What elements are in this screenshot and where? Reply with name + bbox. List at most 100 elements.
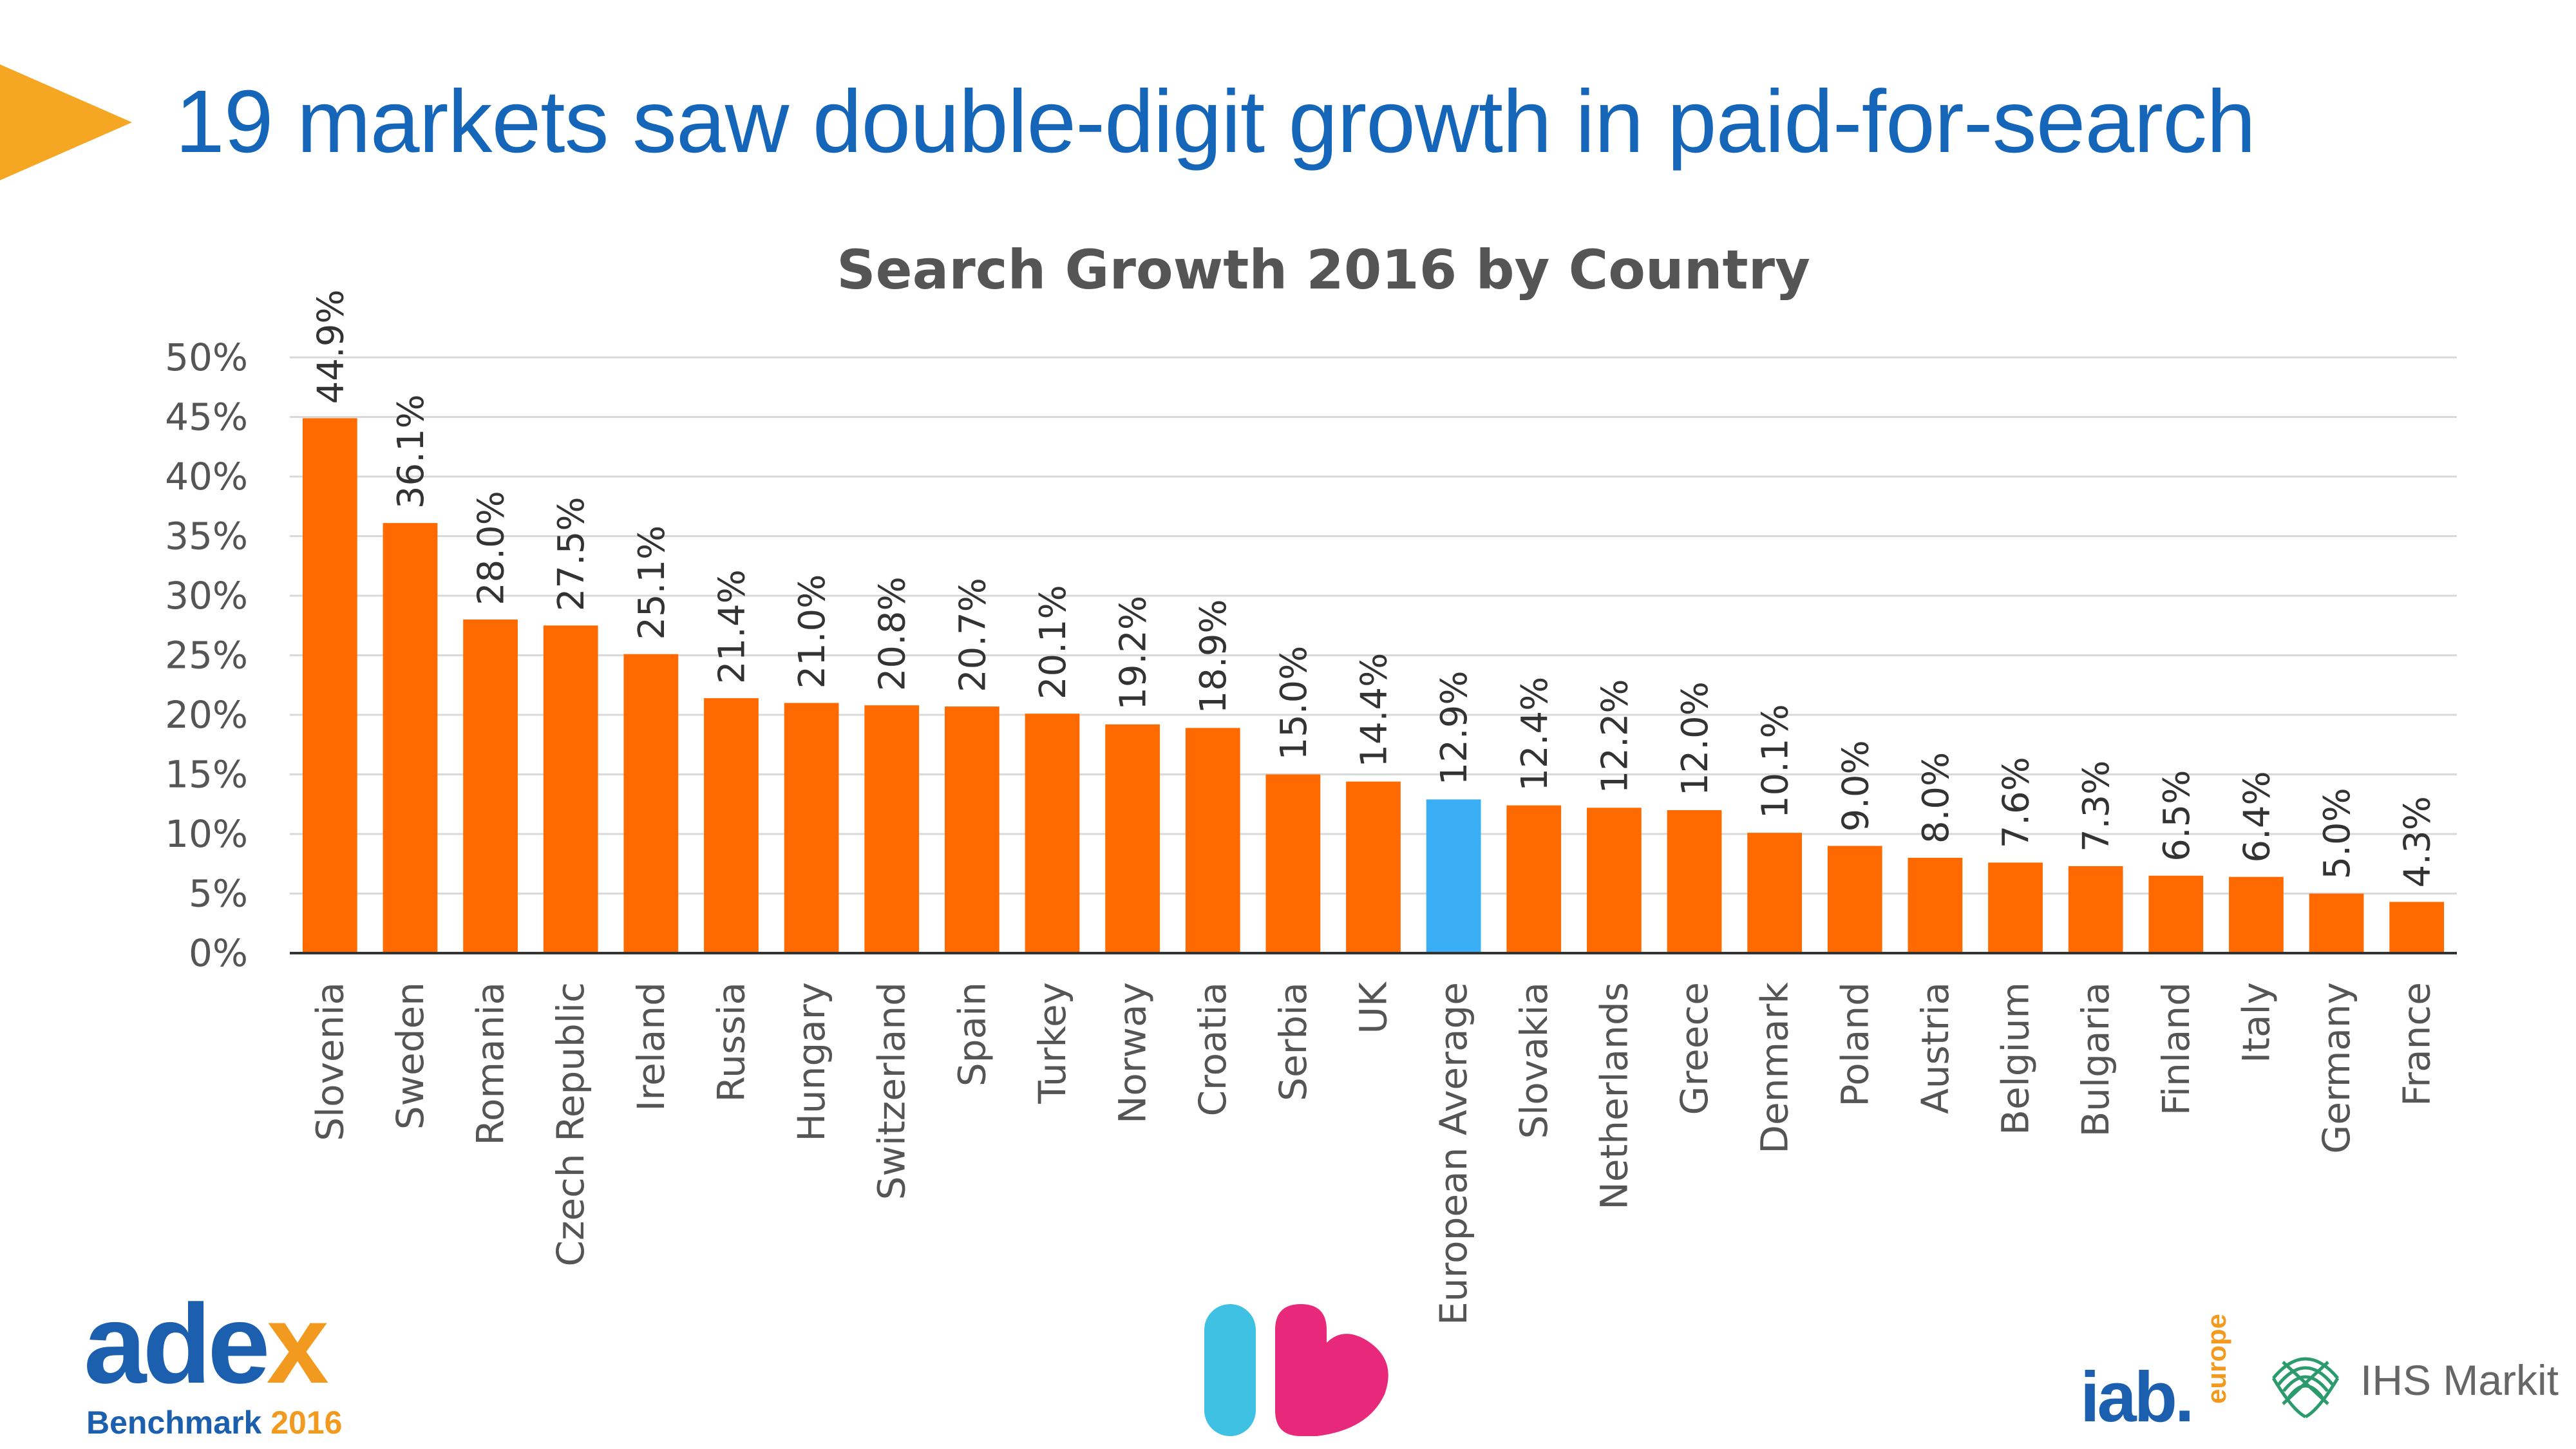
bar-germany — [2309, 893, 2364, 953]
data-label: 12.0% — [1674, 681, 1716, 796]
x-tick-label: Croatia — [1191, 982, 1235, 1117]
x-tick-label: Slovakia — [1512, 982, 1556, 1139]
data-label: 10.1% — [1755, 704, 1797, 819]
bar-bulgaria — [2068, 866, 2123, 953]
y-axis-ticks: 0% 5% 10% 15% 20% 25% 30% 35% 40% 45% 50% — [165, 336, 248, 975]
x-tick-label: Ireland — [629, 982, 673, 1112]
data-label: 21.0% — [791, 574, 833, 689]
x-tick-label: Switzerland — [870, 982, 914, 1200]
bar-romania — [463, 620, 518, 953]
data-label: 36.1% — [390, 394, 432, 509]
x-tick-label: Hungary — [790, 982, 833, 1142]
bar-hungary — [784, 703, 839, 953]
bar-finland — [2148, 875, 2204, 953]
x-tick-label: Bulgaria — [2074, 982, 2117, 1137]
data-label: 44.9% — [310, 289, 352, 404]
y-tick-label: 40% — [165, 455, 248, 498]
bars — [302, 418, 2445, 953]
adex-logo-sub: Benchmark — [86, 1405, 262, 1441]
x-tick-label: UK — [1352, 981, 1396, 1034]
data-label: 12.2% — [1594, 679, 1636, 793]
y-tick-label: 35% — [165, 515, 248, 558]
bar-european-average — [1426, 799, 1481, 953]
x-tick-label: France — [2395, 982, 2439, 1106]
ihs-globe-icon — [2271, 1357, 2340, 1419]
data-label: 7.6% — [1996, 757, 2038, 848]
bar-italy — [2229, 876, 2284, 953]
bar-greece — [1667, 810, 1722, 953]
data-label: 5.0% — [2316, 788, 2358, 879]
bar-czech-republic — [543, 625, 598, 953]
bar-ireland — [623, 654, 679, 953]
adex-logo-year: 2016 — [270, 1405, 343, 1441]
x-tick-label: Netherlands — [1592, 982, 1636, 1210]
data-label: 8.0% — [1915, 752, 1957, 844]
x-tick-label: Sweden — [388, 982, 432, 1130]
ihs-markit-logo: IHS Markit — [2260, 1327, 2559, 1430]
x-tick-label: Serbia — [1271, 982, 1315, 1101]
bar-austria — [1908, 858, 1963, 953]
iab-logo-region: europe — [2201, 1313, 2231, 1404]
x-tick-label: Russia — [709, 982, 753, 1103]
y-tick-label: 15% — [165, 753, 248, 797]
x-tick-label: Czech Republic — [549, 982, 592, 1267]
orange-arrow-icon — [0, 64, 132, 180]
y-tick-label: 50% — [165, 336, 248, 379]
y-tick-label: 0% — [189, 931, 248, 975]
bar-spain — [944, 706, 999, 953]
data-label: 27.5% — [551, 497, 592, 611]
data-labels: 44.9% 36.1% 28.0% 27.5% 25.1% 21.4% 21.0% 20.8%… — [310, 289, 2438, 887]
y-tick-label: 10% — [165, 812, 248, 856]
data-label: 19.2% — [1113, 596, 1155, 710]
data-label: 15.0% — [1273, 646, 1315, 761]
x-tick-label: Austria — [1913, 982, 1957, 1114]
chart-title: Search Growth 2016 by Country — [837, 238, 1810, 301]
x-tick-label: Spain — [950, 982, 994, 1086]
x-tick-label: Denmark — [1753, 982, 1797, 1154]
bar-norway — [1105, 724, 1160, 953]
iab-europe-logo: iab. europe — [2080, 1301, 2231, 1437]
x-tick-label: Germany — [2315, 982, 2358, 1154]
adex-logo-word: ade — [84, 1282, 270, 1407]
y-tick-label: 45% — [165, 395, 248, 439]
data-label: 12.4% — [1514, 677, 1556, 791]
bar-serbia — [1265, 774, 1321, 953]
data-label: 9.0% — [1835, 740, 1877, 831]
data-label: 21.4% — [711, 569, 753, 684]
bar-slovakia — [1506, 805, 1562, 953]
bar-belgium — [1988, 862, 2043, 953]
bar-uk — [1346, 781, 1401, 953]
data-label: 20.7% — [952, 578, 994, 692]
adex-benchmark-logo: adex Benchmark 2016 — [84, 1288, 354, 1443]
bar-poland — [1827, 846, 1882, 953]
ihs-logo-word: IHS Markit — [2360, 1356, 2559, 1404]
x-tick-label: Slovenia — [308, 982, 352, 1141]
data-label: 12.9% — [1434, 670, 1475, 785]
bar-switzerland — [864, 705, 920, 953]
data-label: 20.1% — [1032, 585, 1074, 699]
adex-logo-x: x — [266, 1282, 329, 1407]
data-label: 7.3% — [2076, 761, 2117, 852]
bar-russia — [704, 698, 759, 953]
data-label: 20.8% — [872, 576, 914, 691]
data-label: 18.9% — [1193, 599, 1235, 714]
data-label: 14.4% — [1354, 653, 1396, 768]
x-tick-label: Romania — [469, 982, 513, 1146]
data-label: 6.4% — [2236, 771, 2278, 862]
data-label: 28.0% — [471, 491, 513, 605]
iab-logo-word: iab. — [2080, 1358, 2194, 1437]
x-tick-label: Finland — [2154, 982, 2198, 1115]
x-tick-label: Poland — [1833, 982, 1877, 1107]
slide-title: 19 markets saw double-digit growth in pa… — [175, 72, 2256, 171]
y-tick-label: 25% — [165, 634, 248, 677]
bar-netherlands — [1587, 808, 1642, 953]
bar-croatia — [1185, 728, 1240, 953]
y-tick-label: 20% — [165, 693, 248, 737]
bar-slovenia — [302, 418, 357, 953]
ib-logo-icon — [1204, 1304, 1388, 1436]
data-label: 6.5% — [2156, 770, 2198, 861]
x-tick-label: European Average — [1432, 982, 1475, 1325]
x-axis-ticks: Slovenia Sweden Romania Czech Republic Irela… — [308, 981, 2438, 1325]
bar-sweden — [383, 523, 438, 953]
